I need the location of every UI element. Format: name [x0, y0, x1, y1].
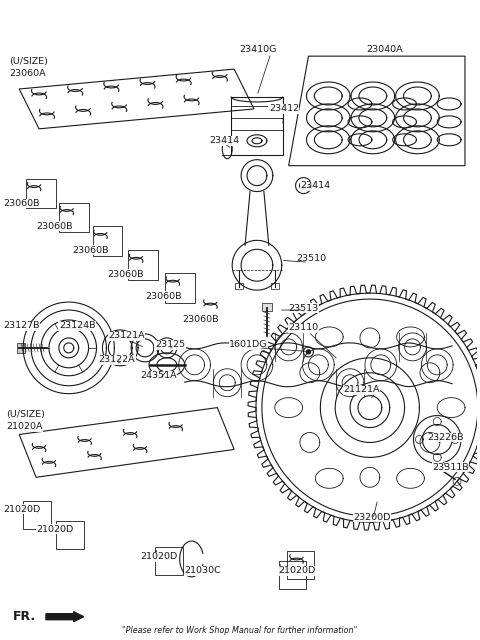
Text: 23414: 23414 [209, 136, 240, 145]
Bar [155, 547, 183, 575]
Text: 21020A: 21020A [6, 422, 43, 431]
Text: (U/SIZE): (U/SIZE) [6, 410, 45, 419]
Text: 23110: 23110 [288, 323, 319, 332]
Bar [26, 179, 56, 209]
Bar [271, 283, 279, 289]
Text: 21030C: 21030C [185, 566, 221, 575]
Bar [287, 551, 314, 579]
Text: "Please refer to Work Shop Manual for further information": "Please refer to Work Shop Manual for fu… [121, 626, 357, 635]
Text: 21121A: 21121A [343, 385, 380, 394]
Text: 21020D: 21020D [36, 525, 73, 534]
Text: 21020D: 21020D [140, 552, 177, 561]
Bar [59, 202, 88, 232]
Text: 23125: 23125 [155, 340, 185, 349]
Text: 23414: 23414 [300, 181, 331, 190]
Bar [17, 343, 25, 353]
Text: 23040A: 23040A [366, 45, 403, 54]
Bar [279, 561, 307, 589]
Text: 23060B: 23060B [145, 292, 181, 301]
Text: 23311B: 23311B [432, 463, 469, 472]
Bar [128, 250, 158, 280]
Bar [56, 521, 84, 549]
Text: 23060B: 23060B [72, 246, 109, 255]
Text: 23060B: 23060B [36, 222, 72, 231]
Bar [235, 283, 243, 289]
Text: 23124B: 23124B [59, 321, 96, 330]
Text: 23060B: 23060B [183, 316, 219, 324]
Text: 23513: 23513 [288, 303, 319, 312]
Bar [93, 227, 122, 256]
Bar [231, 97, 283, 155]
Text: 23410G: 23410G [239, 45, 276, 54]
Bar [165, 273, 194, 303]
Text: 23200D: 23200D [353, 513, 390, 522]
Bar [262, 303, 272, 311]
Text: 23510: 23510 [297, 254, 327, 263]
FancyArrow shape [46, 612, 84, 621]
Text: 23122A: 23122A [98, 355, 135, 364]
Bar [23, 501, 51, 529]
Text: 23226B: 23226B [427, 433, 464, 442]
Text: 21020D: 21020D [279, 566, 316, 575]
Text: 23060A: 23060A [9, 68, 46, 77]
Text: 23121A: 23121A [108, 332, 145, 340]
Text: 21020D: 21020D [3, 505, 41, 514]
Circle shape [307, 350, 311, 354]
Text: 23127B: 23127B [3, 321, 40, 330]
Text: 23060B: 23060B [3, 199, 40, 208]
Text: FR.: FR. [13, 610, 36, 623]
Text: 23060B: 23060B [108, 269, 144, 278]
Text: 1601DG: 1601DG [229, 340, 268, 349]
Text: (U/SIZE): (U/SIZE) [9, 56, 48, 66]
Text: 24351A: 24351A [140, 371, 177, 380]
Text: 23412: 23412 [269, 104, 299, 113]
